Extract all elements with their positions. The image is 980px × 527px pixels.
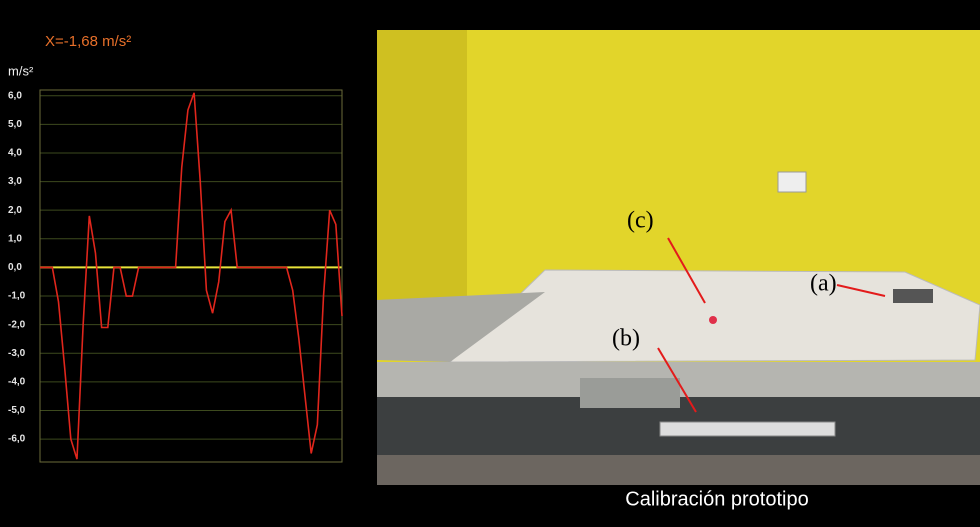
- y-tick-label: -4,0: [8, 377, 26, 388]
- y-tick-label: -3,0: [8, 348, 26, 359]
- y-tick-label: -1,0: [8, 291, 26, 302]
- plot-border: [39, 89, 343, 463]
- arrow-b: [657, 347, 697, 413]
- label-a: (a): [810, 271, 837, 297]
- y-tick-label: 4,0: [8, 148, 22, 159]
- label-b: (b): [612, 326, 640, 352]
- caption: Calibración prototipo: [625, 488, 808, 510]
- arrow-c: [667, 237, 706, 304]
- y-axis-label: m/s²: [8, 63, 34, 78]
- data-line: [40, 92, 343, 460]
- outlet: [777, 171, 807, 193]
- y-tick-label: -5,0: [8, 405, 26, 416]
- support: [580, 378, 680, 408]
- photo: (a) (b) (c): [377, 30, 980, 485]
- y-tick-label: 6,0: [8, 90, 22, 101]
- wall-corner: [377, 30, 467, 330]
- y-tick-label: 3,0: [8, 176, 22, 187]
- red-dot: [709, 316, 717, 324]
- y-tick-label: 1,0: [8, 233, 22, 244]
- arrow-a: [836, 284, 886, 297]
- label-c: (c): [627, 208, 654, 234]
- frame-left: [377, 292, 545, 362]
- chart-title: X=-1,68 m/s²: [45, 33, 131, 50]
- y-tick-label: 2,0: [8, 205, 22, 216]
- ruler: [659, 421, 836, 437]
- y-tick-label: -6,0: [8, 434, 26, 445]
- floor: [377, 455, 980, 485]
- y-tick-label: -2,0: [8, 319, 26, 330]
- phone: [893, 289, 933, 303]
- y-tick-label: 5,0: [8, 119, 22, 130]
- y-tick-label: 0,0: [8, 262, 22, 273]
